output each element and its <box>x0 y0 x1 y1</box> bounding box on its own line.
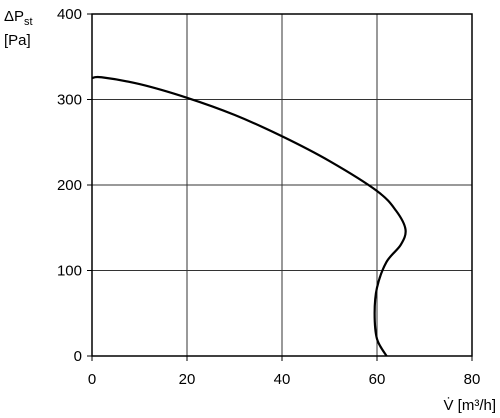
y-axis-unit: [Pa] <box>4 32 31 49</box>
y-tick-label: 400 <box>57 6 82 23</box>
curve <box>91 75 407 357</box>
y-axis-label: ΔPst <box>4 8 33 28</box>
y-label-main: ΔP <box>4 8 24 25</box>
x-axis-label: V̇ [m³/h] <box>443 397 496 414</box>
y-tick-label: 200 <box>57 177 82 194</box>
y-tick-label: 100 <box>57 263 82 280</box>
x-tick-label: 60 <box>369 371 386 388</box>
x-tick-label: 20 <box>179 371 196 388</box>
y-label-sub: st <box>24 16 33 28</box>
x-tick-label: 0 <box>88 371 96 388</box>
x-tick-label: 80 <box>464 371 481 388</box>
x-tick-label: 40 <box>274 371 291 388</box>
y-tick-label: 0 <box>74 348 82 365</box>
plot-frame <box>91 13 473 357</box>
y-tick-label: 300 <box>57 92 82 109</box>
